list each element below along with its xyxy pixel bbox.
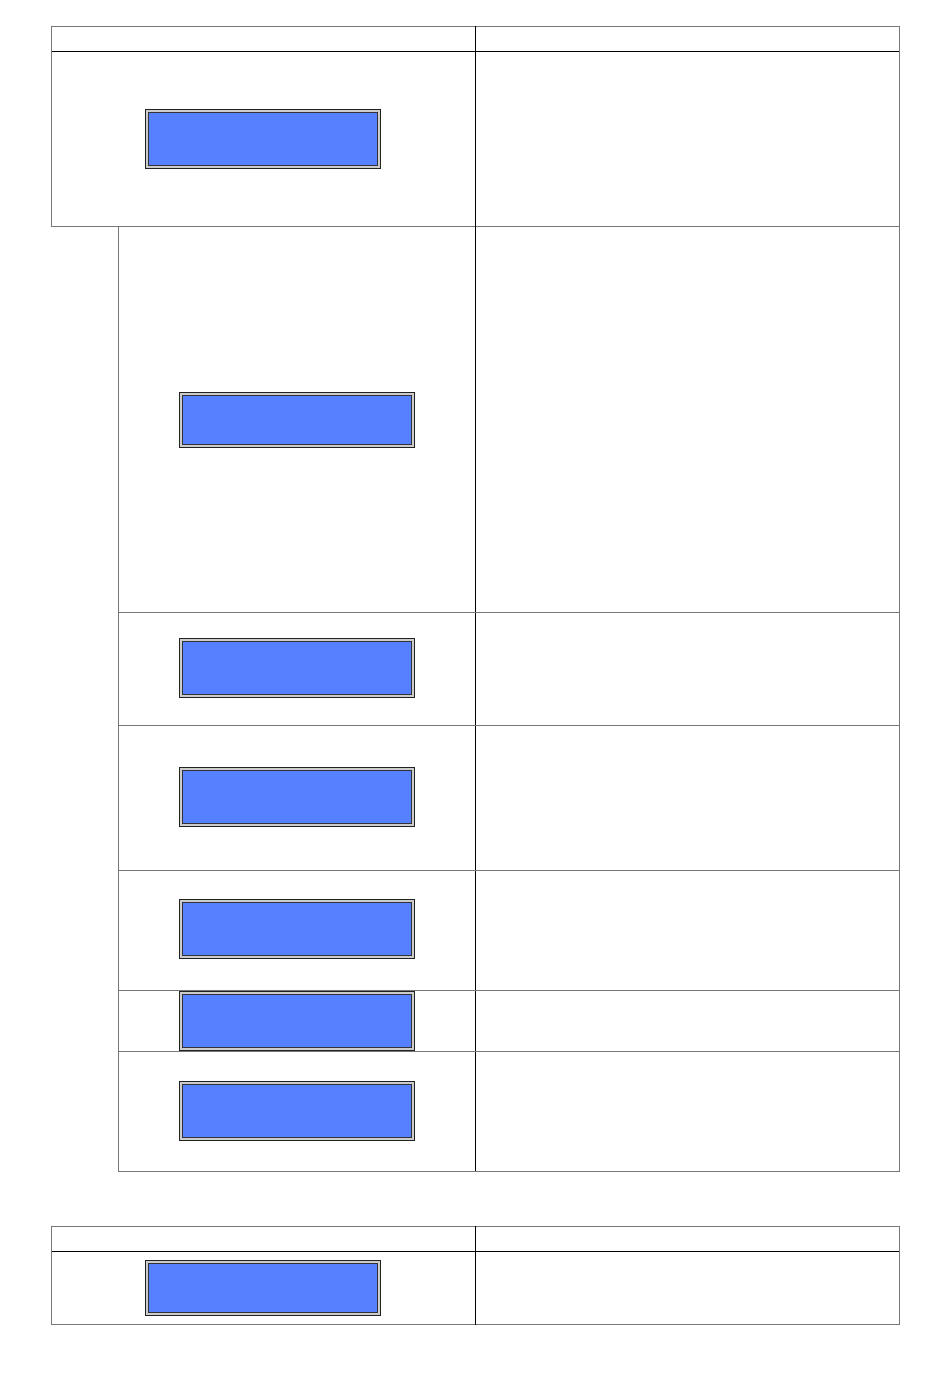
lcd-display [179,392,415,448]
lcd-display [179,899,415,959]
lcd-display [179,638,415,698]
lcd-display [145,1260,381,1316]
lcd-display [179,1081,415,1141]
lcd-display [145,109,381,169]
lcd-display [179,991,415,1051]
lcd-display [179,767,415,827]
